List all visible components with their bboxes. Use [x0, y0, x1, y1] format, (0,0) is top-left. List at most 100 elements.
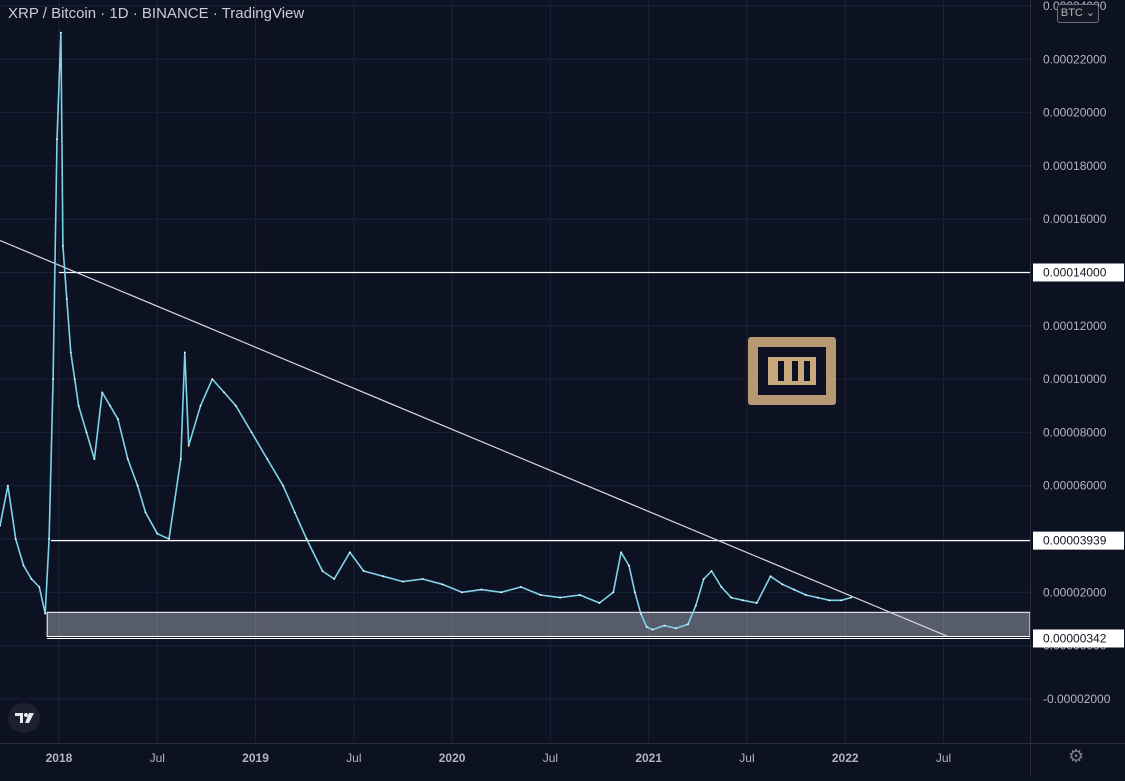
price-chart[interactable]	[0, 0, 1031, 743]
data-point	[461, 591, 463, 594]
x-tick-label: Jul	[739, 751, 754, 765]
y-tick-label: 0.00006000	[1043, 479, 1107, 493]
chevron-down-icon: ⌄	[1085, 7, 1096, 19]
level-label-bg	[1033, 263, 1124, 282]
level-label: 0.00003939	[1043, 534, 1107, 548]
x-tick-label: 2018	[46, 751, 73, 765]
data-point	[211, 378, 214, 380]
support-zone	[46, 611, 1031, 637]
data-point	[720, 586, 723, 588]
level-label-bg	[1033, 531, 1124, 550]
data-point	[65, 298, 68, 301]
x-tick-label: 2021	[635, 751, 662, 765]
data-point	[634, 591, 636, 594]
x-tick-label: Jul	[150, 751, 165, 765]
data-point	[333, 578, 336, 580]
data-point	[73, 378, 76, 380]
data-point	[0, 524, 1, 527]
data-point	[362, 570, 365, 572]
time-axis[interactable]: 2018 Jul 2019 Jul 2020 Jul 2021 Jul 2022 Jul	[0, 743, 1030, 776]
currency-selector[interactable]: BTC ⌄	[1057, 4, 1099, 23]
y-tick-label: -0.00002000	[1043, 692, 1111, 706]
data-point	[156, 532, 159, 535]
data-point	[730, 596, 733, 599]
x-tick-label: 2020	[439, 751, 466, 765]
data-point	[77, 404, 80, 407]
data-point	[223, 391, 225, 394]
data-point	[144, 511, 147, 514]
data-point	[639, 612, 642, 615]
currency-label: BTC	[1060, 7, 1083, 19]
data-point	[69, 351, 72, 354]
x-tick-label: Jul	[936, 751, 951, 765]
data-point	[742, 599, 744, 602]
data-point	[52, 378, 54, 380]
price-axis[interactable]: 0.000240000.000220000.000200000.00018000…	[1030, 0, 1125, 743]
data-point	[109, 404, 111, 407]
data-point	[620, 551, 623, 554]
data-point	[828, 599, 831, 602]
tradingview-logo-icon[interactable]	[8, 703, 40, 733]
data-point	[199, 404, 202, 407]
data-point	[305, 538, 308, 540]
data-point	[628, 564, 630, 567]
x-tick-label: 2022	[832, 751, 859, 765]
data-point	[183, 351, 186, 354]
data-point	[675, 627, 678, 630]
data-point	[500, 591, 503, 594]
data-point	[687, 623, 689, 626]
level-label-bg	[1033, 629, 1124, 648]
data-point	[321, 570, 324, 572]
data-point	[250, 431, 253, 434]
y-tick-label: 0.00016000	[1043, 212, 1107, 226]
data-point	[441, 583, 444, 586]
data-point	[93, 458, 96, 460]
data-point	[22, 564, 25, 567]
data-point	[14, 538, 17, 540]
data-point	[60, 31, 62, 34]
data-point	[769, 575, 772, 578]
data-point	[694, 604, 697, 607]
data-point	[348, 551, 351, 554]
y-tick-label: 0.00012000	[1043, 319, 1107, 333]
y-tick-label: 0.00010000	[1043, 372, 1107, 386]
chart-title: XRP / Bitcoin · 1D · BINANCE · TradingVi…	[8, 5, 305, 22]
x-tick-label: Jul	[346, 751, 361, 765]
data-point	[781, 583, 784, 586]
data-point	[663, 624, 666, 627]
data-point	[645, 626, 648, 628]
axis-corner	[1030, 743, 1125, 776]
data-point	[805, 594, 807, 596]
chart-area[interactable]	[0, 0, 1031, 743]
data-point	[234, 404, 237, 407]
data-point	[539, 594, 542, 596]
price-axis-scale: 0.000240000.000220000.000200000.00018000…	[1033, 0, 1124, 706]
data-point	[187, 444, 190, 447]
beincrypto-logo-icon	[748, 337, 836, 405]
data-point	[48, 538, 51, 540]
data-point	[402, 580, 404, 583]
data-point	[710, 570, 713, 572]
data-point	[598, 602, 601, 604]
y-tick-label: 0.00018000	[1043, 159, 1107, 173]
data-point	[755, 602, 758, 604]
data-point	[519, 586, 522, 588]
data-point	[62, 244, 64, 247]
data-point	[101, 391, 104, 394]
data-point	[179, 458, 182, 460]
data-point	[136, 484, 139, 487]
data-point	[85, 431, 88, 434]
gear-icon[interactable]: ⚙	[1068, 746, 1085, 766]
data-point	[168, 538, 170, 540]
y-tick-label: 0.00022000	[1043, 52, 1107, 66]
data-point	[282, 484, 284, 487]
data-point	[651, 628, 654, 631]
data-point	[612, 591, 615, 594]
data-point	[38, 586, 41, 588]
data-point	[266, 458, 269, 460]
data-point	[816, 596, 819, 599]
time-axis-scale: 2018 Jul 2019 Jul 2020 Jul 2021 Jul 2022 Jul	[46, 751, 952, 765]
data-point	[850, 596, 853, 599]
level-label: 0.00000342	[1043, 631, 1107, 645]
data-point	[6, 484, 9, 487]
